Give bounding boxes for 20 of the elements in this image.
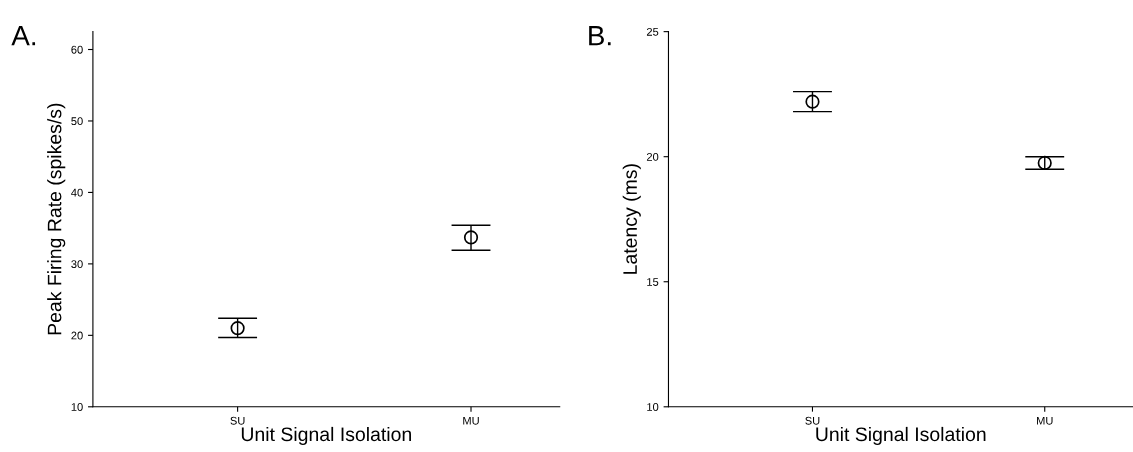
x-tick-label: SU: [805, 416, 820, 425]
y-tick-label: 40: [71, 188, 83, 197]
y-axis-title: Latency (ms): [622, 164, 641, 274]
y-tick-label: 20: [646, 152, 659, 161]
x-tick-label: MU: [463, 416, 479, 425]
text: A.: [11, 26, 36, 46]
y-tick-label: 30: [71, 260, 83, 269]
y-tick-label: 10: [71, 403, 83, 411]
y-tick-label: 10: [647, 403, 659, 411]
x-axis-title: Unit Signal Isolation: [241, 426, 411, 446]
y-axis-title: Peak Firing Rate (spikes/s): [47, 103, 66, 335]
y-tick-label: 25: [646, 27, 659, 36]
y-tick-label: 50: [71, 117, 83, 126]
x-tick-label: MU: [1037, 416, 1053, 425]
y-tick-label: 15: [647, 278, 659, 286]
x-axis-title: Unit Signal Isolation: [816, 426, 986, 446]
x-tick-label: SU: [230, 416, 245, 425]
y-tick-label: 20: [71, 331, 83, 340]
text: B.: [589, 26, 611, 46]
y-tick-label: 60: [71, 45, 83, 54]
